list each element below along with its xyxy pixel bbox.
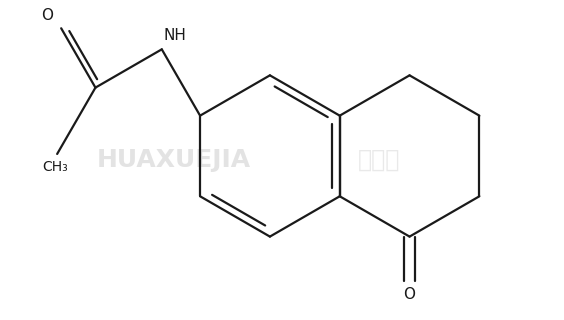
Text: HUAXUEJIA: HUAXUEJIA — [97, 148, 251, 172]
Text: O: O — [41, 8, 53, 23]
Text: NH: NH — [164, 28, 186, 43]
Text: 化学加: 化学加 — [358, 148, 400, 172]
Text: O: O — [404, 287, 416, 301]
Text: CH₃: CH₃ — [43, 160, 68, 174]
